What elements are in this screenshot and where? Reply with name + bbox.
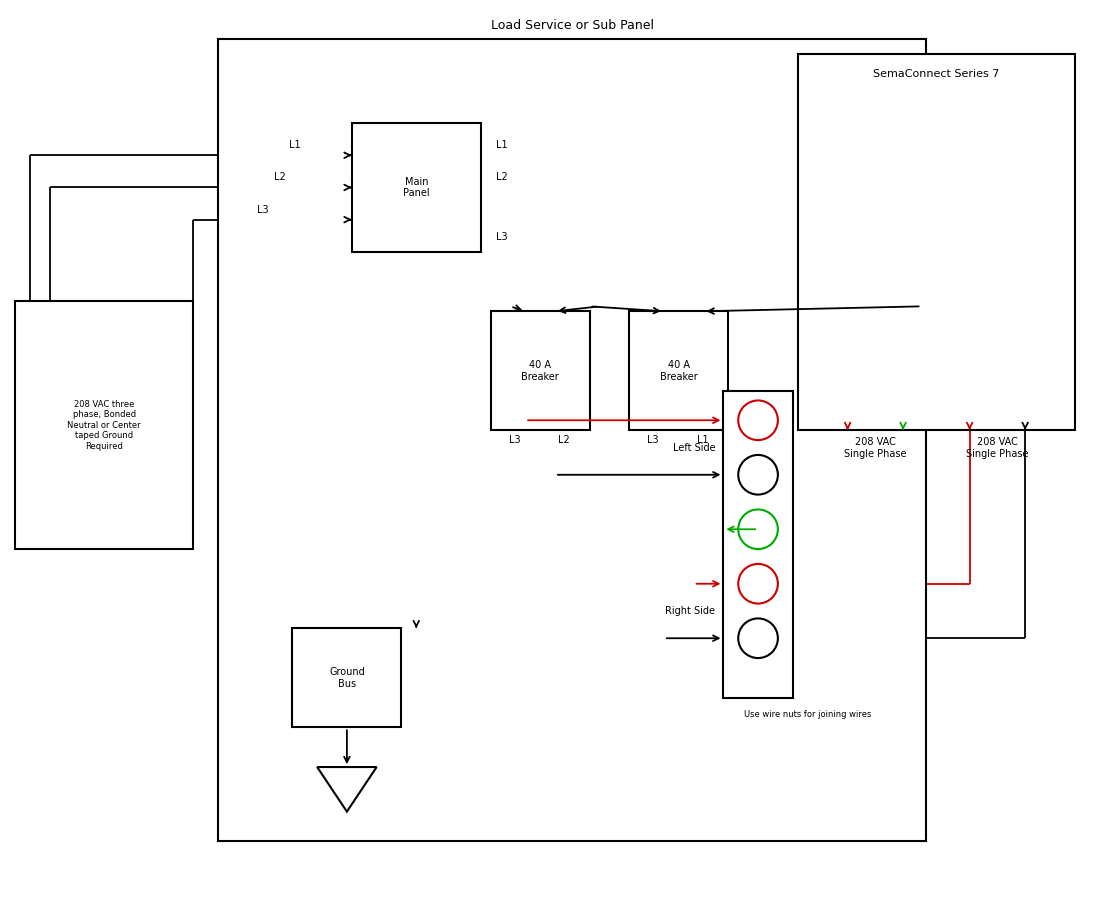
Bar: [218, 39, 926, 842]
Circle shape: [738, 509, 778, 549]
Text: 40 A
Breaker: 40 A Breaker: [521, 360, 559, 382]
Text: L1: L1: [289, 140, 300, 150]
Circle shape: [738, 618, 778, 658]
Text: L3: L3: [495, 231, 507, 241]
Bar: [629, 311, 728, 430]
Bar: [724, 391, 793, 698]
Text: Load Service or Sub Panel: Load Service or Sub Panel: [491, 19, 653, 32]
Text: SemaConnect Series 7: SemaConnect Series 7: [873, 68, 1000, 78]
Circle shape: [738, 564, 778, 604]
Text: Use wire nuts for joining wires: Use wire nuts for joining wires: [744, 709, 871, 718]
Text: L1: L1: [495, 140, 507, 150]
Text: L2: L2: [274, 173, 286, 183]
Bar: [798, 54, 1075, 430]
Text: L2: L2: [558, 435, 570, 446]
Circle shape: [738, 455, 778, 495]
Text: L1: L1: [696, 435, 708, 446]
Text: Right Side: Right Side: [666, 606, 715, 616]
Circle shape: [738, 400, 778, 440]
Text: Main
Panel: Main Panel: [403, 176, 430, 198]
Text: 208 VAC
Single Phase: 208 VAC Single Phase: [844, 437, 906, 459]
Text: 208 VAC
Single Phase: 208 VAC Single Phase: [966, 437, 1028, 459]
Text: L3: L3: [257, 204, 268, 215]
Bar: [352, 123, 481, 252]
Text: Ground
Bus: Ground Bus: [329, 667, 365, 688]
Text: 208 VAC three
phase, Bonded
Neutral or Center
taped Ground
Required: 208 VAC three phase, Bonded Neutral or C…: [67, 400, 141, 451]
Text: 40 A
Breaker: 40 A Breaker: [660, 360, 697, 382]
Bar: [15, 302, 194, 549]
Text: L3: L3: [508, 435, 520, 446]
Text: Left Side: Left Side: [673, 443, 715, 453]
Text: L3: L3: [648, 435, 659, 446]
Text: L2: L2: [495, 173, 507, 183]
Bar: [293, 628, 402, 727]
Bar: [491, 311, 590, 430]
